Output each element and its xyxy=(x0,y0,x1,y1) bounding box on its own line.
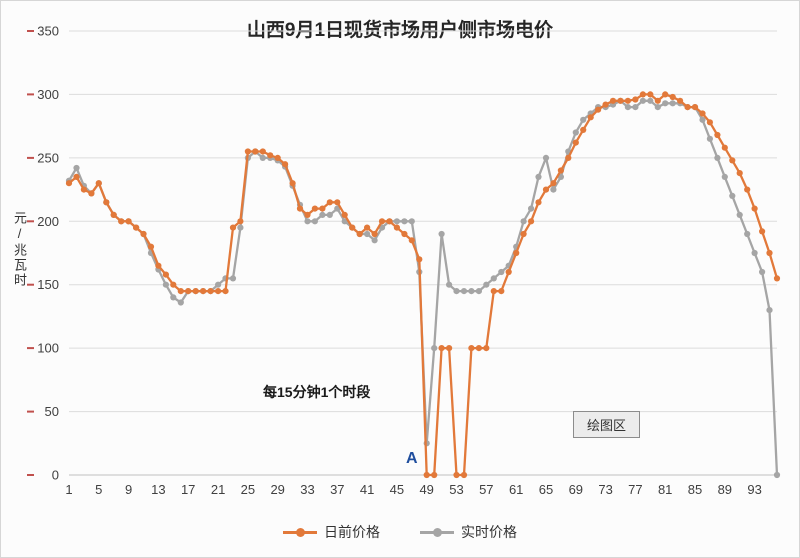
svg-text:5: 5 xyxy=(95,482,102,497)
svg-text:89: 89 xyxy=(718,482,732,497)
svg-text:65: 65 xyxy=(539,482,553,497)
svg-text:49: 49 xyxy=(419,482,433,497)
svg-text:61: 61 xyxy=(509,482,523,497)
svg-text:9: 9 xyxy=(125,482,132,497)
svg-text:300: 300 xyxy=(37,87,59,102)
legend: 日前价格 实时价格 xyxy=(1,522,799,542)
svg-text:25: 25 xyxy=(241,482,255,497)
svg-text:17: 17 xyxy=(181,482,195,497)
svg-text:37: 37 xyxy=(330,482,344,497)
point-a-label: A xyxy=(406,450,418,467)
svg-text:21: 21 xyxy=(211,482,225,497)
svg-text:13: 13 xyxy=(151,482,165,497)
realtime-line-marker-icon xyxy=(420,527,454,537)
svg-text:50: 50 xyxy=(45,404,59,419)
legend-label-day-ahead: 日前价格 xyxy=(324,524,380,540)
svg-text:85: 85 xyxy=(688,482,702,497)
svg-text:77: 77 xyxy=(628,482,642,497)
legend-label-realtime: 实时价格 xyxy=(461,524,517,540)
svg-text:57: 57 xyxy=(479,482,493,497)
svg-text:350: 350 xyxy=(37,24,59,39)
svg-text:93: 93 xyxy=(747,482,761,497)
svg-text:73: 73 xyxy=(598,482,612,497)
svg-text:41: 41 xyxy=(360,482,374,497)
svg-text:53: 53 xyxy=(449,482,463,497)
svg-text:33: 33 xyxy=(300,482,314,497)
svg-text:69: 69 xyxy=(569,482,583,497)
y-axis-title: 元/兆瓦时 xyxy=(12,211,27,288)
legend-item-day-ahead: 日前价格 xyxy=(283,522,380,542)
svg-text:45: 45 xyxy=(390,482,404,497)
svg-text:250: 250 xyxy=(37,150,59,165)
day-ahead-line-marker-icon xyxy=(283,527,317,537)
svg-text:200: 200 xyxy=(37,214,59,229)
svg-text:81: 81 xyxy=(658,482,672,497)
plot-area-tooltip: 绘图区 xyxy=(573,411,641,438)
svg-text:150: 150 xyxy=(37,277,59,292)
legend-item-realtime: 实时价格 xyxy=(420,522,517,542)
svg-text:100: 100 xyxy=(37,341,59,356)
svg-text:1: 1 xyxy=(65,482,72,497)
svg-text:29: 29 xyxy=(270,482,284,497)
svg-text:0: 0 xyxy=(52,468,59,483)
interval-note-annotation: 每15分钟1个时段 xyxy=(263,384,371,400)
